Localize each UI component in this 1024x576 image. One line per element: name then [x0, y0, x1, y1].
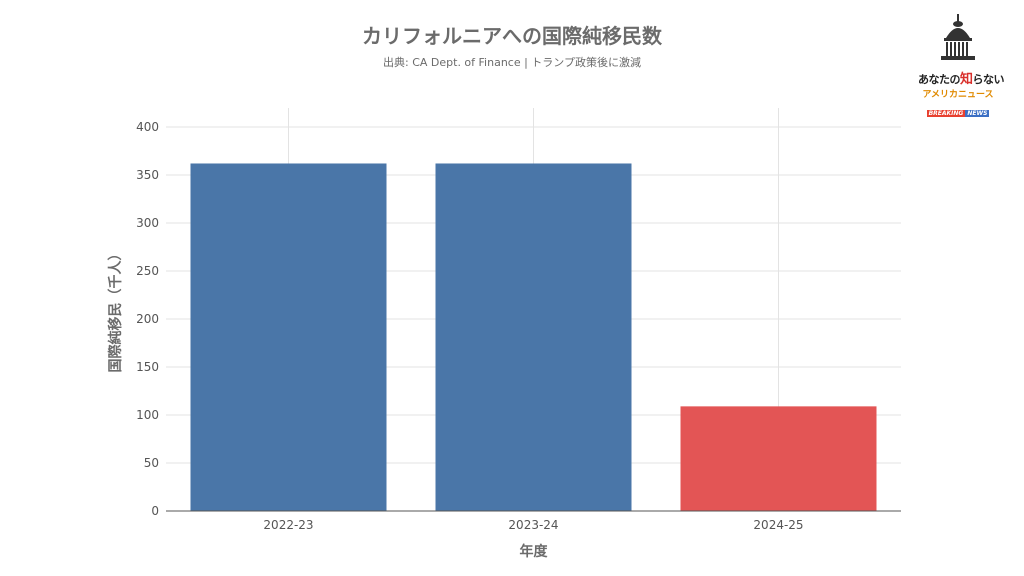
logo-text: あなたの知らない [918, 72, 1005, 87]
y-axis-label: 国際純移民（千人） [107, 247, 124, 373]
x-tick-label: 2024-25 [753, 518, 803, 532]
x-axis-label: 年度 [520, 543, 549, 560]
chart-subtitle: 出典: CA Dept. of Finance | トランプ政策後に激減 [383, 56, 641, 69]
y-tick-label: 100 [136, 408, 159, 422]
y-tick-label: 250 [136, 264, 159, 278]
bar [680, 406, 877, 511]
bar [190, 163, 387, 512]
x-tick-label: 2022-23 [263, 518, 313, 532]
y-tick-label: 300 [136, 216, 159, 230]
logo-subtext: アメリカニュース [922, 90, 994, 100]
chart-title: カリフォルニアへの国際純移民数 [362, 24, 662, 48]
x-tick-label: 2023-24 [508, 518, 558, 532]
y-tick-label: 50 [144, 456, 159, 470]
y-tick-label: 400 [136, 120, 159, 134]
capitol-icon [941, 14, 975, 60]
site-logo: あなたの知らない アメリカニュース BREAKING NEWS [918, 14, 1005, 117]
bar [435, 163, 632, 512]
y-tick-label: 200 [136, 312, 159, 326]
logo-badge: BREAKING NEWS [926, 110, 990, 117]
y-tick-label: 150 [136, 360, 159, 374]
y-tick-label: 0 [151, 504, 159, 518]
y-tick-label: 350 [136, 168, 159, 182]
